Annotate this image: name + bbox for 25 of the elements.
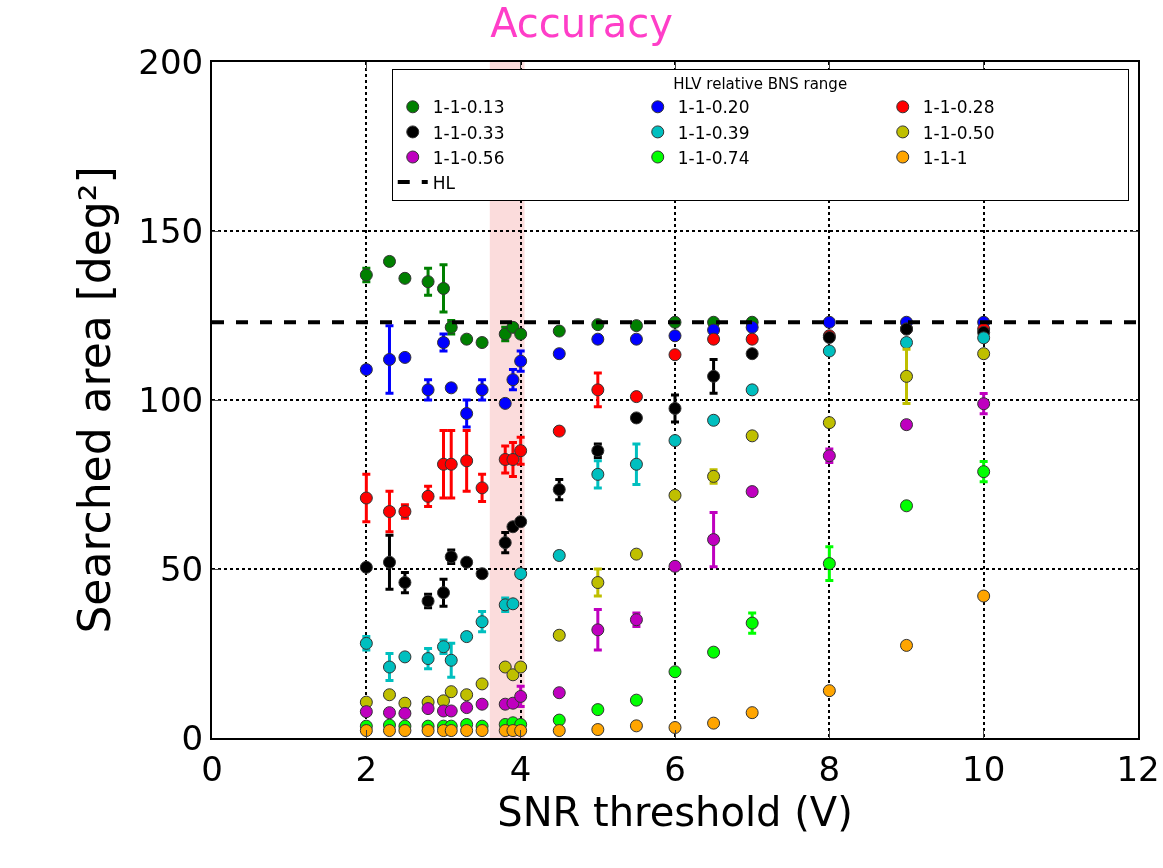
chart-title: Accuracy <box>490 0 673 46</box>
y-tick-label: 100 <box>138 379 204 420</box>
y-axis-title: Searched area [deg²] <box>68 166 120 634</box>
x-tick-label: 10 <box>962 748 1006 789</box>
x-tick-label: 4 <box>509 748 532 789</box>
legend-title: HLV relative BNS range <box>673 75 848 94</box>
y-tick-label: 50 <box>159 548 204 589</box>
legend-label: 1-1-0.33 <box>432 122 505 143</box>
x-tick-label: 8 <box>818 748 841 789</box>
x-tick-label: 2 <box>355 748 378 789</box>
legend-label: HL <box>432 172 456 193</box>
x-tick-label: 12 <box>1116 748 1160 789</box>
legend-label: 1-1-0.39 <box>677 122 750 143</box>
legend-label: 1-1-0.56 <box>432 147 505 168</box>
legend-label: 1-1-0.50 <box>922 122 995 143</box>
legend-label: 1-1-0.13 <box>432 97 505 118</box>
x-tick-label: 6 <box>664 748 686 789</box>
legend-label: 1-1-0.28 <box>922 97 995 118</box>
y-tick-label: 200 <box>138 41 204 82</box>
legend-label: 1-1-0.20 <box>677 97 750 118</box>
y-tick-label: 150 <box>138 210 204 251</box>
y-tick-label: 0 <box>181 717 204 758</box>
x-axis-title: SNR threshold (V) <box>497 788 853 835</box>
legend-label: 1-1-1 <box>922 147 968 168</box>
legend-label: 1-1-0.74 <box>677 147 750 168</box>
